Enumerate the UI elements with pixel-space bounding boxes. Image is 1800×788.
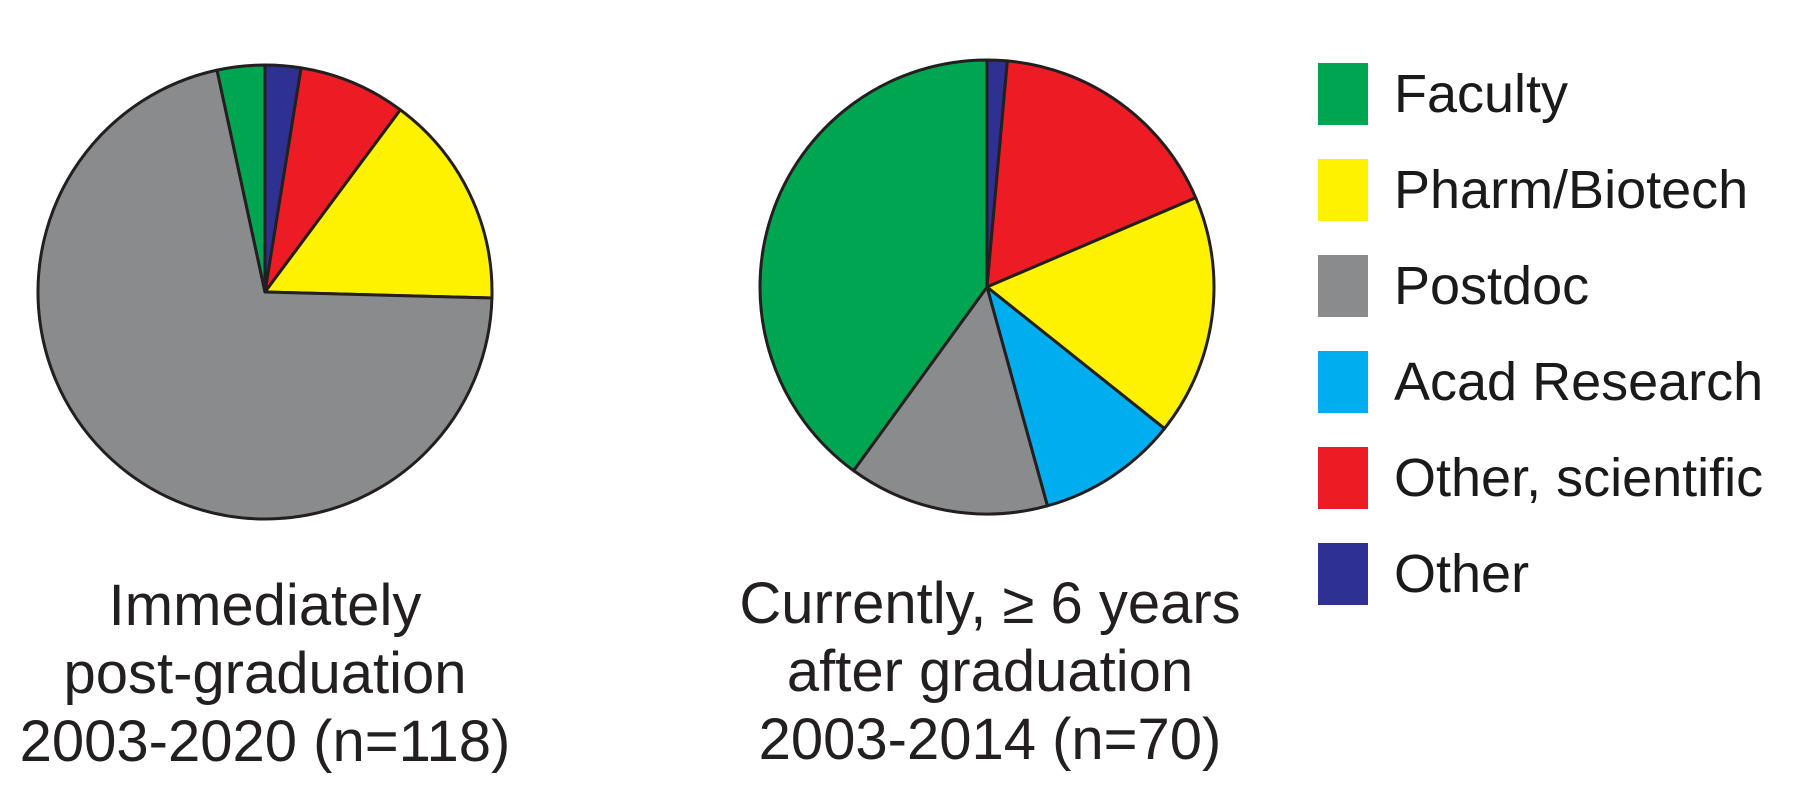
pie-slice-faculty	[758, 58, 989, 473]
pie-chart-immediately-post-graduation	[36, 63, 494, 521]
pie-chart-currently-6-years-after	[758, 58, 1216, 516]
legend-swatch-other-scientific	[1318, 447, 1368, 509]
legend-label-acad-research: Acad Research	[1394, 352, 1764, 412]
legend-item-other-scientific: Other, scientific	[1318, 447, 1788, 509]
caption-line-1: Immediately	[108, 573, 422, 638]
pie-slice-faculty	[215, 63, 267, 294]
legend-item-postdoc: Postdoc	[1318, 255, 1788, 317]
legend-label-pharm-biotech: Pharm/Biotech	[1394, 160, 1749, 220]
pie-slice-postdoc	[36, 68, 494, 521]
caption-line-3: 2003-2020 (n=118)	[19, 709, 511, 774]
pie-slice-pharm-biotech	[263, 108, 494, 300]
pie-slice-other-scientific	[263, 66, 402, 294]
pie-slice-pharm-biotech	[985, 196, 1216, 431]
legend-item-pharm-biotech: Pharm/Biotech	[1318, 159, 1788, 221]
legend-item-faculty: Faculty	[1318, 63, 1788, 125]
legend-label-other-scientific: Other, scientific	[1394, 448, 1764, 508]
legend-label-faculty: Faculty	[1394, 64, 1569, 124]
legend-item-acad-research: Acad Research	[1318, 351, 1788, 413]
caption-line-1: Currently, ≥ 6 years	[739, 571, 1241, 636]
legend-swatch-acad-research	[1318, 351, 1368, 413]
legend: Faculty Pharm/Biotech Postdoc Acad Resea…	[1318, 63, 1788, 639]
caption-immediately-post-graduation: Immediately post-graduation 2003-2020 (n…	[0, 572, 530, 776]
legend-swatch-pharm-biotech	[1318, 159, 1368, 221]
legend-label-postdoc: Postdoc	[1394, 256, 1590, 316]
pie-slice-acad-research	[985, 285, 1166, 508]
legend-swatch-other	[1318, 543, 1368, 605]
caption-currently-6-years-after: Currently, ≥ 6 years after graduation 20…	[695, 570, 1285, 774]
legend-swatch-faculty	[1318, 63, 1368, 125]
caption-line-2: after graduation	[786, 639, 1194, 704]
pie-slice-postdoc	[852, 285, 1049, 516]
pie-slice-other-scientific	[985, 59, 1198, 289]
caption-line-2: post-graduation	[63, 641, 467, 706]
legend-swatch-postdoc	[1318, 255, 1368, 317]
legend-item-other: Other	[1318, 543, 1788, 605]
caption-line-3: 2003-2014 (n=70)	[758, 707, 1222, 772]
legend-label-other: Other	[1394, 544, 1530, 604]
